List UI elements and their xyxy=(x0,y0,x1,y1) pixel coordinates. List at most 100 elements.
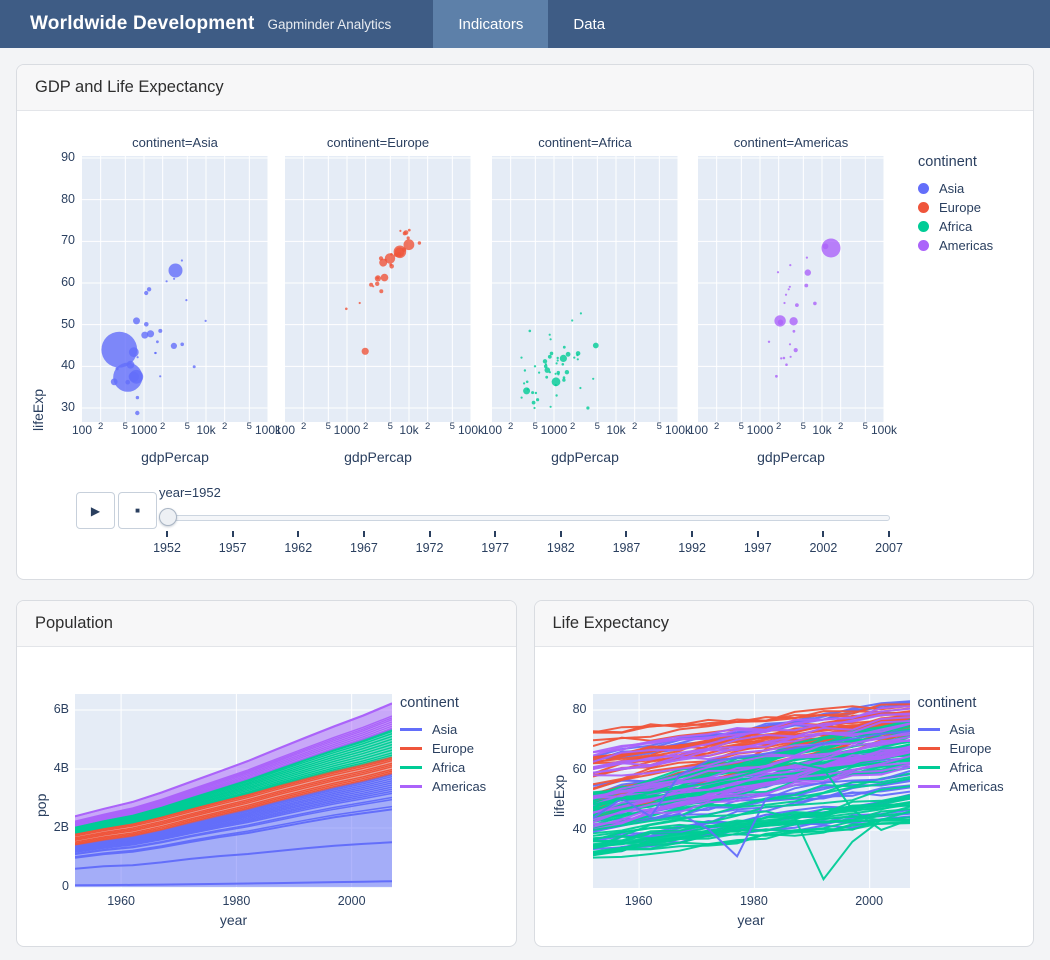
country-line[interactable] xyxy=(592,722,910,774)
country-line[interactable] xyxy=(592,735,910,799)
bubble-nicaragua[interactable] xyxy=(789,355,792,358)
country-line[interactable] xyxy=(592,707,910,757)
legend-item-africa[interactable]: Africa xyxy=(918,217,993,236)
legend-item-africa[interactable]: Africa xyxy=(917,758,1004,777)
life-expectancy-lines-plot[interactable] xyxy=(592,694,910,888)
bubble-sao-tome-and-principe[interactable] xyxy=(549,338,552,341)
bubble-puerto-rico[interactable] xyxy=(789,264,792,267)
bubble-chad[interactable] xyxy=(557,373,560,376)
country-line[interactable] xyxy=(592,722,910,769)
country-line[interactable] xyxy=(592,763,910,832)
bubble-italy[interactable] xyxy=(384,253,396,264)
year-slider-handle[interactable] xyxy=(159,508,177,526)
bubble-israel[interactable] xyxy=(180,259,183,262)
bubble-myanmar[interactable] xyxy=(110,378,118,386)
bubble-afghanistan[interactable] xyxy=(135,410,140,416)
bubble-guinea-bissau[interactable] xyxy=(520,396,523,399)
bubble-iceland[interactable] xyxy=(399,229,402,232)
country-line[interactable] xyxy=(592,777,910,835)
bubble-nepal[interactable] xyxy=(125,379,130,385)
bubble-burkina-faso[interactable] xyxy=(536,398,540,402)
bubble-cote-d-ivoire[interactable] xyxy=(561,363,565,366)
bubble-dominican-republic[interactable] xyxy=(767,340,771,343)
bubble-mozambique[interactable] xyxy=(531,400,536,405)
bubble-united-states[interactable] xyxy=(821,238,841,258)
bubble-liberia[interactable] xyxy=(538,371,541,374)
bubble-libya[interactable] xyxy=(576,354,579,357)
bubble-rwanda[interactable] xyxy=(533,365,537,368)
bubble-peru[interactable] xyxy=(793,348,798,353)
bubble-spain[interactable] xyxy=(379,258,388,267)
bubble-congo-rep-[interactable] xyxy=(573,356,576,359)
scatter-panel-africa[interactable] xyxy=(492,156,678,422)
year-slider-track[interactable] xyxy=(160,515,890,521)
bubble-tanzania[interactable] xyxy=(542,359,548,364)
bubble-haiti[interactable] xyxy=(775,374,778,378)
bubble-benin[interactable] xyxy=(554,372,557,375)
bubble-egypt[interactable] xyxy=(559,354,567,362)
bubble-poland[interactable] xyxy=(380,273,389,282)
bubble-turkey[interactable] xyxy=(361,347,369,355)
bubble-mali[interactable] xyxy=(531,391,535,395)
country-line[interactable] xyxy=(592,821,910,854)
bubble-portugal[interactable] xyxy=(375,281,380,286)
tab-indicators[interactable]: Indicators xyxy=(433,0,549,48)
bubble-trinidad-and-tobago[interactable] xyxy=(788,285,791,288)
bubble-uganda[interactable] xyxy=(543,364,548,369)
country-line[interactable] xyxy=(592,714,910,759)
bubble-iran[interactable] xyxy=(170,342,177,349)
bubble-honduras[interactable] xyxy=(780,357,783,360)
scatter-panel-asia[interactable] xyxy=(82,156,268,422)
legend-item-europe[interactable]: Europe xyxy=(400,739,486,758)
legend-item-asia[interactable]: Asia xyxy=(917,720,1004,739)
bubble-venezuela[interactable] xyxy=(813,301,817,306)
country-line[interactable] xyxy=(592,716,910,769)
bubble-romania[interactable] xyxy=(374,275,381,282)
bubble-south-africa[interactable] xyxy=(592,342,599,349)
bubble-argentina[interactable] xyxy=(804,269,811,276)
bubble-guinea[interactable] xyxy=(534,391,538,395)
bubble-togo[interactable] xyxy=(548,371,551,374)
bubble-swaziland[interactable] xyxy=(556,359,559,362)
legend-item-europe[interactable]: Europe xyxy=(917,739,1004,758)
bubble-norway[interactable] xyxy=(407,228,411,232)
bubble-germany[interactable] xyxy=(393,245,407,259)
bubble-indonesia[interactable] xyxy=(129,369,144,384)
legend-item-americas[interactable]: Americas xyxy=(400,777,486,796)
bubble-vietnam[interactable] xyxy=(126,360,135,369)
bubble-taiwan[interactable] xyxy=(146,287,152,292)
stop-button[interactable]: ■ xyxy=(118,492,157,529)
bubble-jamaica[interactable] xyxy=(787,288,790,291)
bubble-iraq[interactable] xyxy=(180,342,184,347)
legend-item-asia[interactable]: Asia xyxy=(918,179,993,198)
bubble-eritrea[interactable] xyxy=(523,382,526,385)
legend-item-americas[interactable]: Americas xyxy=(917,777,1004,796)
bubble-hong-kong[interactable] xyxy=(173,277,176,280)
country-line[interactable] xyxy=(592,731,910,800)
bubble-nigeria[interactable] xyxy=(551,377,561,387)
bubble-mexico[interactable] xyxy=(789,317,798,326)
bubble-sierra-leone[interactable] xyxy=(549,405,552,408)
country-line[interactable] xyxy=(592,810,910,882)
bubble-colombia[interactable] xyxy=(777,319,784,325)
bubble-panama[interactable] xyxy=(783,301,786,305)
bubble-namibia[interactable] xyxy=(576,358,579,361)
bubble-bolivia[interactable] xyxy=(785,363,788,366)
bubble-lebanon[interactable] xyxy=(185,299,188,302)
bubble-china[interactable] xyxy=(101,331,138,368)
bubble-sri-lanka[interactable] xyxy=(144,290,149,296)
bubble-syria[interactable] xyxy=(156,340,159,344)
bubble-gambia[interactable] xyxy=(533,406,536,410)
bubble-india[interactable] xyxy=(113,362,143,392)
country-line[interactable] xyxy=(592,713,910,754)
bubble-singapore[interactable] xyxy=(165,280,168,283)
bubble-montenegro[interactable] xyxy=(372,285,375,288)
bubble-denmark[interactable] xyxy=(406,236,410,240)
legend-item-americas[interactable]: Americas xyxy=(918,236,993,255)
bubble-lesotho[interactable] xyxy=(520,356,523,359)
population-stacked-area-plot[interactable] xyxy=(75,694,392,888)
country-line[interactable] xyxy=(592,718,910,770)
bubble-chile[interactable] xyxy=(795,303,799,307)
bubble-burundi[interactable] xyxy=(523,369,527,372)
tab-data[interactable]: Data xyxy=(573,15,606,33)
